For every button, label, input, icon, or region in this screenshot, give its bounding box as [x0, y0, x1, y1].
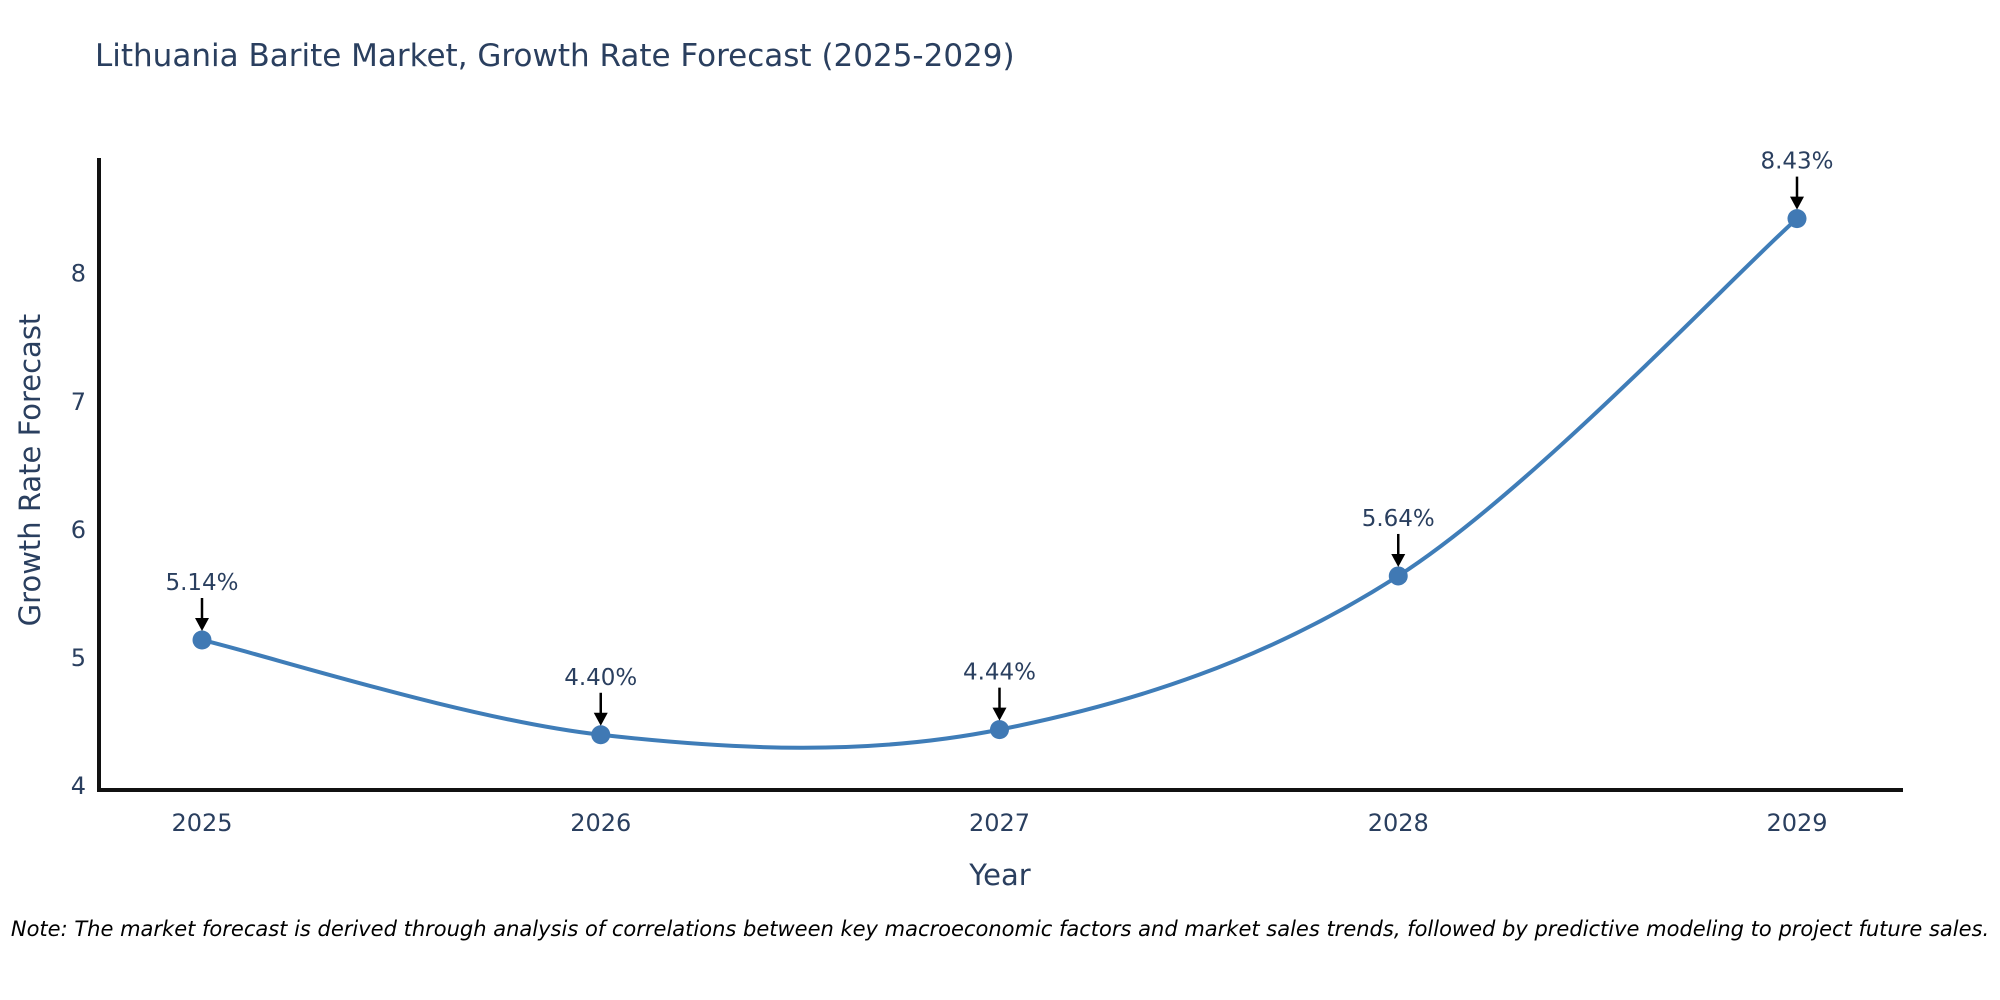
annotation-arrowhead	[593, 712, 608, 726]
annotation-arrowhead	[1790, 196, 1804, 210]
y-tick-label: 8	[71, 260, 86, 288]
point-annotation-label: 5.64%	[1362, 506, 1435, 532]
data-point-marker	[1787, 209, 1807, 229]
x-tick-label: 2027	[969, 809, 1030, 837]
y-tick-label: 5	[71, 644, 86, 672]
point-annotation-label: 4.44%	[963, 660, 1036, 686]
x-axis-title: Year	[969, 858, 1031, 892]
data-point-marker	[591, 725, 611, 745]
data-point-marker	[990, 720, 1009, 740]
axis-spines	[97, 158, 1903, 792]
point-annotation-label: 8.43%	[1760, 149, 1833, 175]
data-point-marker	[192, 630, 212, 650]
annotation-arrowhead	[195, 617, 209, 631]
x-tick-label: 2029	[1766, 809, 1827, 837]
data-point-marker	[1388, 566, 1408, 586]
y-tick-label: 7	[71, 388, 86, 416]
x-tick-label: 2026	[570, 809, 631, 837]
y-axis-title: Growth Rate Forecast	[13, 313, 47, 627]
point-annotation-label: 5.14%	[165, 570, 238, 596]
x-tick-label: 2028	[1368, 809, 1429, 837]
annotation-arrowhead	[992, 707, 1007, 721]
annotation-arrowhead	[1391, 553, 1406, 567]
x-tick-label: 2025	[171, 809, 232, 837]
footnote: Note: The market forecast is derived thr…	[10, 917, 1990, 941]
y-tick-label: 4	[71, 772, 86, 800]
point-annotation-label: 4.40%	[564, 665, 637, 691]
trend-line	[200, 216, 1799, 750]
y-tick-label: 6	[71, 516, 86, 544]
chart-title: Lithuania Barite Market, Growth Rate For…	[95, 38, 1015, 74]
